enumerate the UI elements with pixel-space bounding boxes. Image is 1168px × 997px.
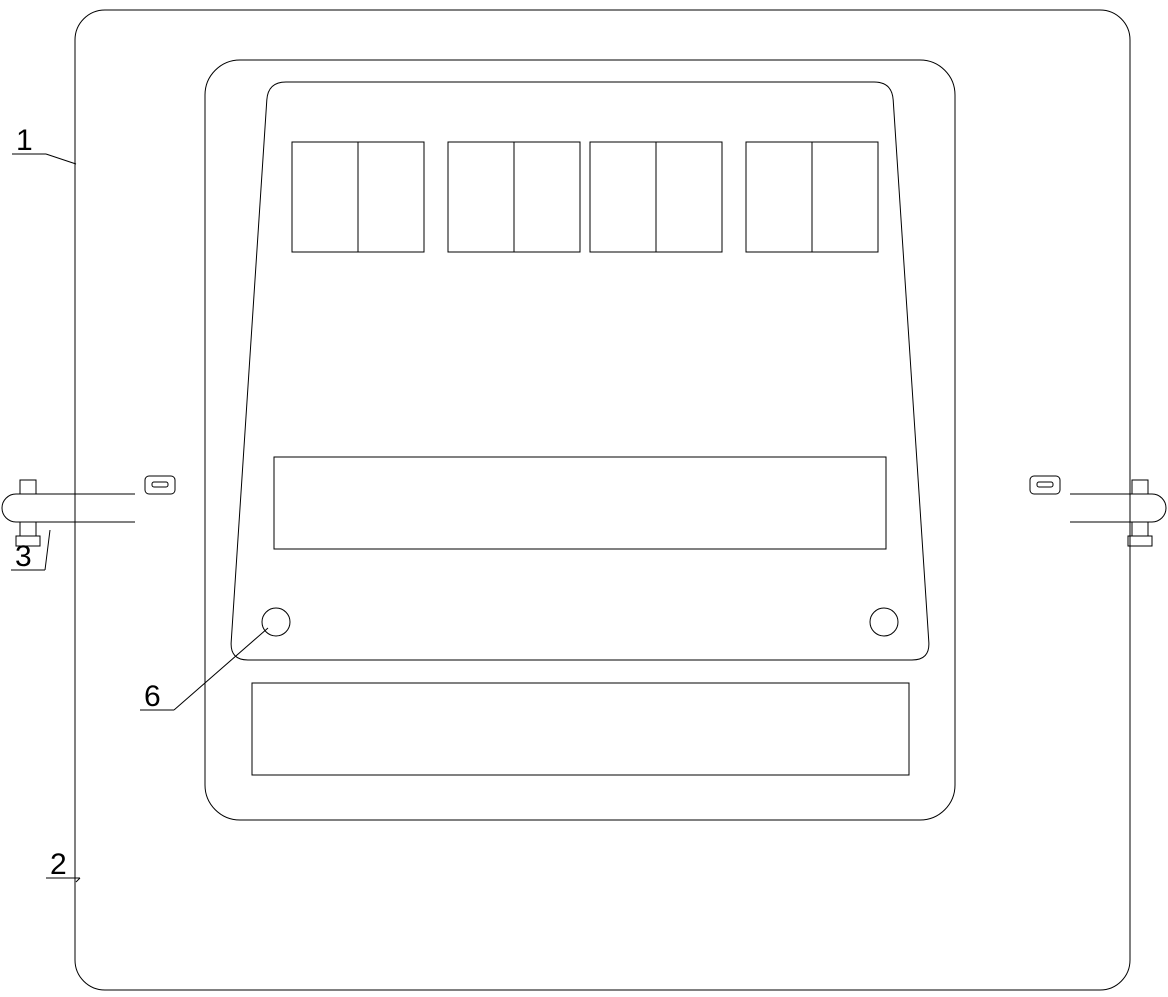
label-1: 1 [12, 124, 76, 164]
outer-panel [75, 10, 1130, 990]
display-cell [746, 142, 812, 252]
label-number: 3 [15, 540, 32, 573]
display-cell [358, 142, 424, 252]
display-cell [292, 142, 358, 252]
display-cell [590, 142, 656, 252]
label-number: 2 [50, 848, 67, 881]
label-number: 1 [16, 124, 33, 157]
label-number: 6 [144, 680, 161, 713]
display-cell [514, 142, 580, 252]
technical-diagram: 1 3 6 2 [0, 0, 1168, 997]
display-cell [656, 142, 722, 252]
display-cell [448, 142, 514, 252]
label-6: 6 [140, 628, 268, 713]
mounting-hole [262, 608, 290, 636]
middle-bar [274, 457, 886, 549]
mounting-hole [870, 608, 898, 636]
bracket-right [1030, 476, 1166, 546]
bottom-bar [252, 683, 909, 775]
bracket-left [2, 476, 175, 546]
display-cell [812, 142, 878, 252]
